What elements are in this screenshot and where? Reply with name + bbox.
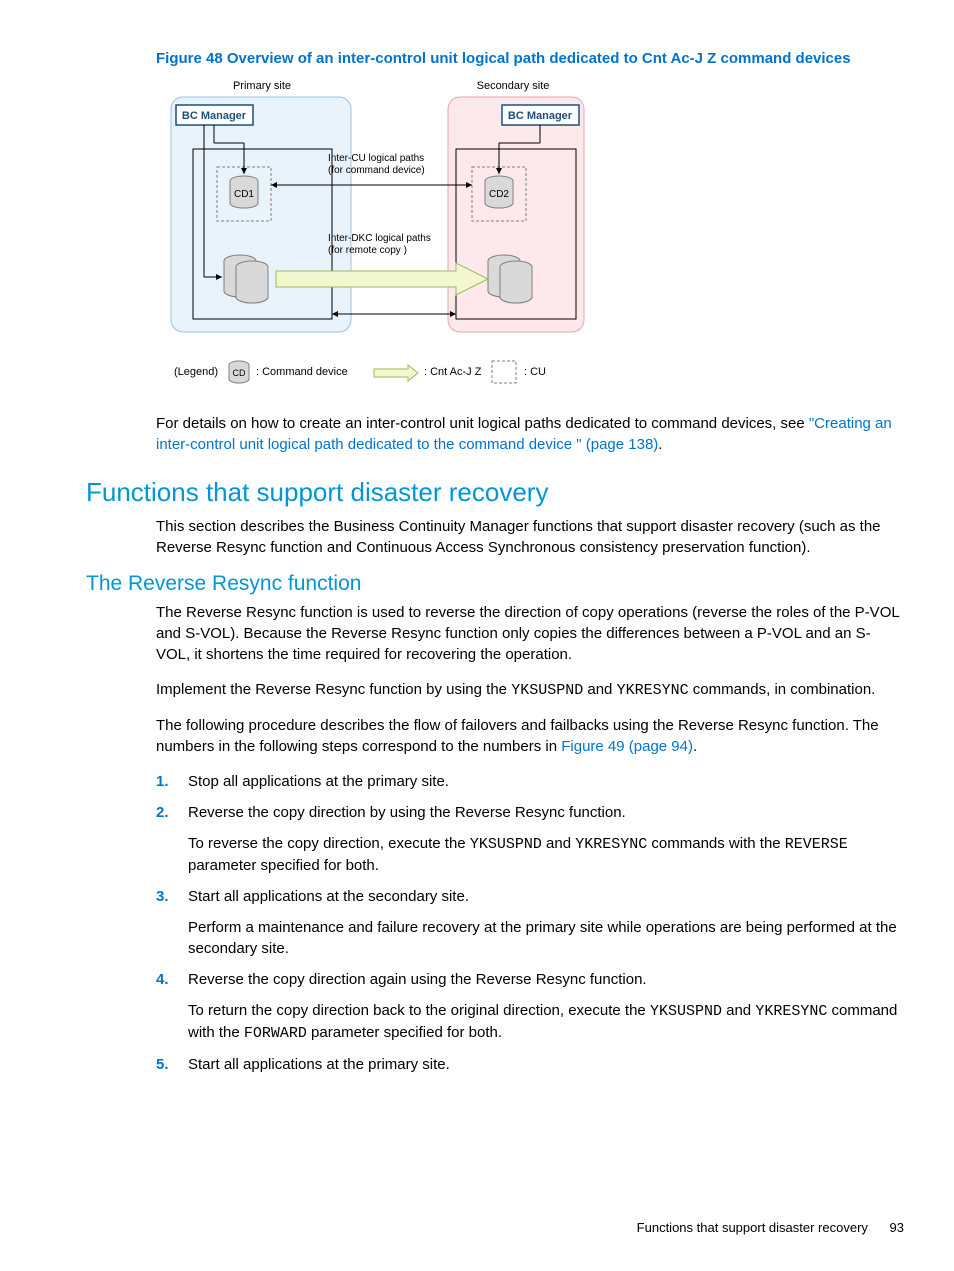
step-4: 4. Reverse the copy direction again usin…	[156, 969, 904, 1044]
figure-caption: Figure 48 Overview of an inter-control u…	[156, 50, 904, 67]
para-reverse-1: The Reverse Resync function is used to r…	[156, 602, 904, 665]
svg-text:Inter-CU logical paths: Inter-CU logical paths	[328, 153, 424, 164]
figure-diagram: Primary site Secondary site BC Manager B…	[156, 77, 606, 393]
svg-text:: Cnt Ac-J Z: : Cnt Ac-J Z	[424, 366, 482, 378]
svg-text:CD2: CD2	[489, 189, 509, 200]
page-footer: Functions that support disaster recovery…	[637, 1220, 904, 1235]
svg-text:BC Manager: BC Manager	[182, 110, 247, 122]
svg-text:: Command device: : Command device	[256, 366, 348, 378]
para-reverse-2: Implement the Reverse Resync function by…	[156, 679, 904, 701]
para-section-intro: This section describes the Business Cont…	[156, 516, 904, 558]
secondary-volumes	[488, 255, 532, 303]
svg-text:(for remote copy ): (for remote copy )	[328, 245, 407, 256]
svg-text:(Legend): (Legend)	[174, 366, 218, 378]
heading-functions: Functions that support disaster recovery	[86, 477, 904, 508]
footer-page-number: 93	[890, 1220, 904, 1235]
step-5: 5. Start all applications at the primary…	[156, 1054, 904, 1075]
svg-text:CD: CD	[233, 368, 246, 378]
primary-site-label: Primary site	[233, 80, 291, 92]
step-1: 1. Stop all applications at the primary …	[156, 771, 904, 792]
step-2: 2. Reverse the copy direction by using t…	[156, 802, 904, 876]
svg-text:(for command device): (for command device)	[328, 165, 425, 176]
svg-text:: CU: : CU	[524, 366, 546, 378]
para-reverse-3: The following procedure describes the fl…	[156, 715, 904, 757]
step-3: 3. Start all applications at the seconda…	[156, 886, 904, 959]
legend-arrow	[374, 365, 418, 381]
link-figure-49[interactable]: Figure 49 (page 94)	[561, 738, 693, 755]
footer-section-title: Functions that support disaster recovery	[637, 1220, 868, 1235]
steps-list: 1. Stop all applications at the primary …	[156, 771, 904, 1075]
heading-reverse-resync: The Reverse Resync function	[86, 572, 904, 596]
svg-text:CD1: CD1	[234, 189, 254, 200]
secondary-site-label: Secondary site	[477, 80, 550, 92]
svg-text:BC Manager: BC Manager	[508, 110, 573, 122]
primary-volumes	[224, 255, 268, 303]
para-details: For details on how to create an inter-co…	[156, 413, 904, 455]
legend-cu-box	[492, 361, 516, 383]
svg-text:Inter-DKC logical paths: Inter-DKC logical paths	[328, 233, 431, 244]
